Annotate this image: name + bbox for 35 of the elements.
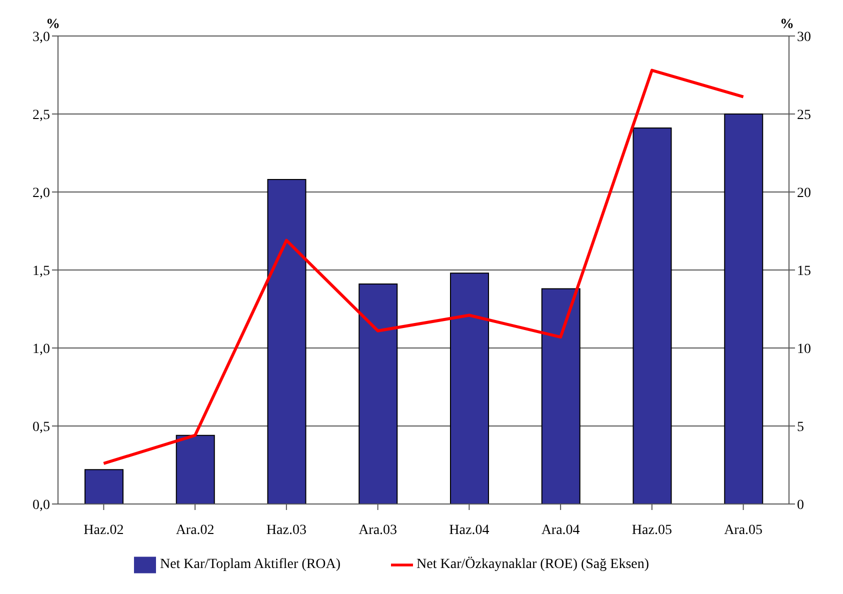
x-tick-label: Ara.02 [176, 522, 214, 538]
y-tick-label: 2,5 [32, 108, 50, 123]
bar [450, 272, 489, 504]
y-tick-label: 3,0 [32, 30, 50, 45]
x-tick-label: Haz.02 [84, 522, 124, 538]
y-axis-title: % [46, 17, 60, 32]
x-tick-label: Haz.03 [266, 522, 306, 538]
x-tick-label: Ara.05 [724, 522, 763, 538]
y2-tick-label: 5 [797, 420, 804, 435]
y-tick-label: 2,0 [32, 186, 50, 201]
y2-tick-label: 20 [797, 186, 811, 201]
y-tick-label: 0,0 [32, 498, 50, 513]
x-tick-label: Haz.04 [449, 522, 490, 538]
y2-tick-label: 15 [797, 264, 811, 279]
x-tick-label: Ara.04 [541, 522, 580, 538]
x-tick-label: Ara.03 [358, 522, 398, 538]
bar [632, 128, 672, 504]
y-tick-label: 1,0 [32, 342, 50, 357]
bar [84, 469, 124, 504]
legend-label: Net Kar/Toplam Aktifler (ROA) [160, 557, 341, 572]
bar [724, 114, 764, 504]
y-tick-label: 1,5 [32, 264, 50, 279]
legend-label: Net Kar/Özkaynaklar (ROE) (Sağ Eksen) [416, 557, 650, 572]
y2-tick-label: 30 [797, 30, 811, 45]
x-tick-label: Haz.05 [632, 522, 672, 538]
y-tick-label: 0,5 [32, 420, 50, 435]
line-series [102, 68, 745, 465]
y2-tick-label: 0 [797, 498, 804, 513]
bar [541, 288, 580, 504]
bar [267, 179, 306, 504]
y2-tick-label: 10 [797, 342, 811, 357]
y2-axis-title: % [780, 17, 794, 32]
y2-tick-label: 25 [797, 108, 811, 123]
bar [358, 284, 398, 504]
bar [176, 434, 215, 504]
